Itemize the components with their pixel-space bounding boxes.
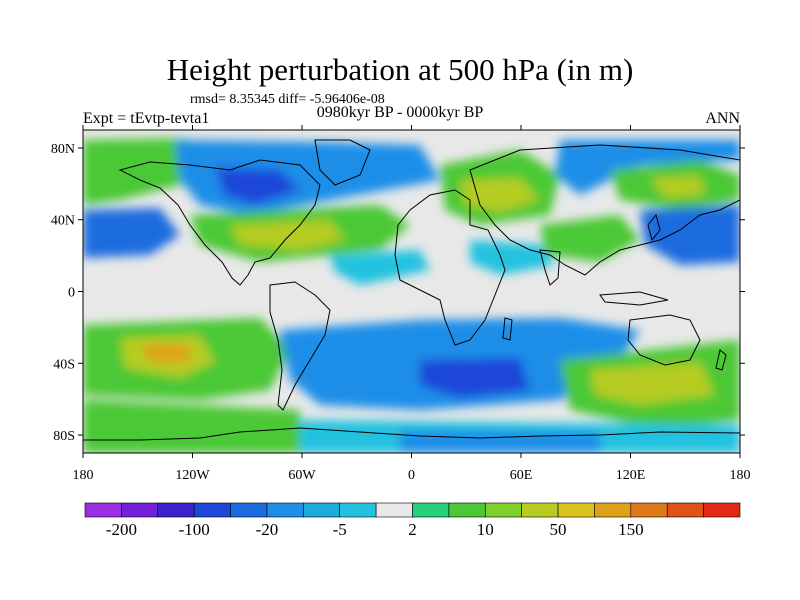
colorbar-swatch (266, 502, 304, 518)
blob-n-asia-blue (555, 140, 740, 195)
lat-tick-label: 40S (53, 357, 75, 372)
coastline-japan (647, 213, 661, 242)
colorbar-swatch (630, 502, 668, 518)
coastline-north-america (118, 159, 321, 286)
colorbar-swatch (412, 502, 450, 518)
lat-tick-label: 80N (51, 142, 75, 157)
colorbar-swatch (193, 502, 231, 518)
colorbar-label: -5 (333, 520, 347, 539)
coastline-madagascar (502, 317, 513, 341)
lon-tick-label: 120E (616, 468, 646, 483)
coastline-south-america (269, 281, 331, 411)
colorbar-swatch (594, 502, 632, 518)
colorbar-swatch (666, 502, 704, 518)
colorbar-label: -100 (179, 520, 210, 539)
longitude-axis: 180 120W 60W 0 60E 120E 180 (73, 125, 751, 483)
colorbar-swatch (448, 502, 486, 518)
colorbar-swatch (157, 502, 195, 518)
colorbar-swatch (484, 502, 522, 518)
blob-mid-npac-blue (640, 205, 740, 265)
colorbar-swatch (339, 502, 377, 518)
colorbar-swatch (303, 502, 341, 518)
colorbar: -200 -100 -20 -5 2 10 50 150 (84, 502, 741, 539)
colorbar-swatch (230, 502, 268, 518)
blob-mid-pacific-blue (83, 208, 180, 258)
lon-tick-label: 120W (175, 468, 210, 483)
blob-mid-mideast-lightblue (470, 240, 555, 275)
lon-tick-label: 180 (730, 468, 751, 483)
experiment-label: Expt = tEvtp-tevta1 (83, 110, 210, 127)
colorbar-label: 10 (477, 520, 494, 539)
colorbar-label: 2 (408, 520, 417, 539)
blob-n-canada-darkblue (215, 168, 300, 205)
coastline-indonesia (599, 291, 669, 306)
colorbar-swatch (703, 502, 741, 518)
blob-mid-natl-lightblue (330, 250, 430, 285)
latitude-axis: 80N 40N 0 40S 80S (51, 142, 745, 444)
colorbar-label: -200 (106, 520, 137, 539)
lon-tick-label: 180 (73, 468, 94, 483)
lat-tick-label: 40N (51, 214, 75, 229)
lon-tick-label: 0 (408, 468, 415, 483)
blob-mid-asia-green (540, 215, 640, 262)
coastline-greenland (314, 139, 371, 186)
colorbar-swatch (84, 502, 122, 518)
coastline-asia (469, 144, 740, 276)
lat-tick-label: 80S (53, 429, 75, 444)
coastlines (83, 139, 740, 441)
blob-s-indian-darkblue (420, 358, 530, 398)
coastline-india (539, 249, 561, 286)
lat-tick-label: 0 (68, 286, 75, 301)
colorbar-label: 150 (618, 520, 644, 539)
colorbar-label: -20 (256, 520, 279, 539)
coastline-new-zealand (715, 349, 727, 371)
colorbar-swatch (121, 502, 159, 518)
lon-tick-label: 60W (288, 468, 316, 483)
coastline-antarctica (83, 427, 740, 441)
blob-n-siberia-yellow (650, 176, 705, 198)
season-label: ANN (705, 110, 740, 127)
blob-s-pacific-orange (140, 345, 190, 362)
colorbar-swatch (557, 502, 595, 518)
time-range-subtitle: 0980kyr BP - 0000kyr BP (316, 104, 484, 121)
blob-mid-na-yellow (230, 220, 345, 250)
coastline-australia (627, 314, 701, 366)
blob-s-aus-yellow (590, 362, 715, 405)
colorbar-label: 50 (550, 520, 567, 539)
colorbar-swatch (375, 502, 413, 518)
height-anomaly-field (83, 130, 740, 453)
page-title: Height perturbation at 500 hPa (in m) (166, 52, 634, 87)
lon-tick-label: 60E (510, 468, 533, 483)
field-contours (83, 138, 740, 453)
blob-s-antarctic-blue (400, 430, 600, 453)
coastline-europe-africa (394, 189, 506, 346)
colorbar-swatch (521, 502, 559, 518)
rmsd-diff-stats: rmsd= 8.35345 diff= -5.96406e-08 (190, 92, 385, 107)
